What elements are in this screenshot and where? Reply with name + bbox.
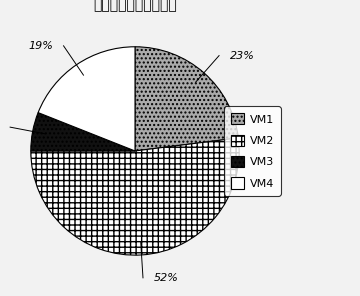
- Wedge shape: [38, 47, 135, 151]
- Wedge shape: [31, 138, 239, 255]
- Text: 19%: 19%: [28, 41, 53, 51]
- Title: 每台虚拟机的备选概率: 每台虚拟机的备选概率: [93, 0, 177, 13]
- Text: 52%: 52%: [153, 273, 178, 283]
- Legend: VM1, VM2, VM3, VM4: VM1, VM2, VM3, VM4: [224, 106, 280, 196]
- Text: 23%: 23%: [229, 51, 255, 61]
- Wedge shape: [135, 47, 238, 151]
- Wedge shape: [31, 112, 135, 151]
